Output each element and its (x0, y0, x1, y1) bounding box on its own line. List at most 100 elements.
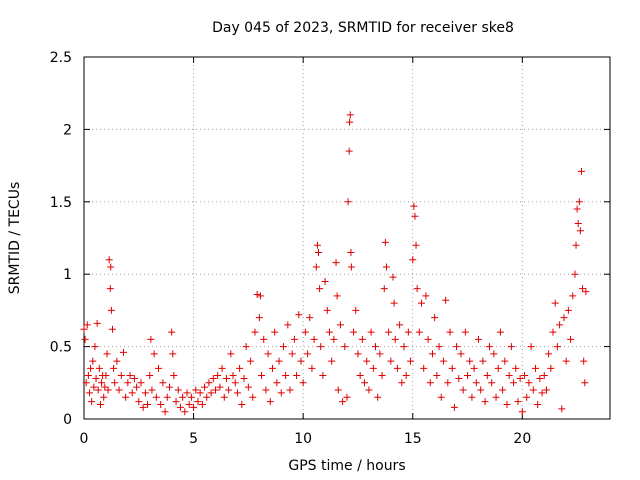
data-point (203, 393, 211, 401)
data-point (492, 393, 500, 401)
data-point (389, 273, 397, 281)
data-point (514, 398, 522, 406)
data-point (165, 383, 173, 391)
data-point (361, 379, 369, 387)
x-tick-label: 20 (513, 431, 531, 447)
data-point (356, 372, 364, 380)
data-point (564, 306, 572, 314)
data-point (312, 263, 320, 271)
data-point (418, 299, 426, 307)
data-point (409, 256, 417, 264)
y-axis-label: SRMTID / TECUs (7, 182, 23, 295)
data-point (490, 350, 498, 358)
data-point (253, 290, 261, 298)
data-point (521, 372, 529, 380)
data-point (174, 386, 182, 394)
data-point (290, 335, 298, 343)
data-point (576, 227, 584, 235)
data-point (90, 383, 98, 391)
data-point (187, 393, 195, 401)
data-point (196, 389, 204, 397)
data-point (448, 364, 456, 372)
x-tick-label: 10 (294, 431, 312, 447)
data-point (435, 343, 443, 351)
data-point (470, 364, 478, 372)
data-point (393, 364, 401, 372)
data-point (183, 389, 191, 397)
data-point (242, 343, 250, 351)
data-point (499, 386, 507, 394)
data-point (569, 292, 577, 300)
data-point (306, 314, 314, 322)
data-point (496, 328, 504, 336)
data-point (295, 311, 303, 319)
data-point (328, 357, 336, 365)
data-point (299, 379, 307, 387)
data-point (538, 389, 546, 397)
data-point (503, 401, 511, 409)
data-point (260, 335, 268, 343)
data-point (88, 398, 96, 406)
data-point (277, 389, 285, 397)
data-point (507, 343, 515, 351)
data-point (475, 335, 482, 343)
data-point (89, 357, 97, 365)
data-point (231, 379, 239, 387)
data-point (96, 401, 104, 409)
data-point (256, 292, 264, 300)
data-point (398, 379, 406, 387)
data-point (567, 335, 575, 343)
data-point (402, 372, 410, 380)
data-point (126, 372, 134, 380)
data-point (179, 393, 187, 401)
y-tick-label: 1.5 (50, 195, 72, 211)
chart-title: Day 045 of 2023, SRMTID for receiver ske… (212, 20, 514, 36)
data-point (346, 111, 354, 119)
data-point (407, 357, 415, 365)
data-point (313, 241, 321, 249)
data-point (457, 350, 465, 358)
data-point (346, 118, 354, 126)
data-point (483, 372, 491, 380)
data-point (336, 321, 344, 329)
data-point (194, 398, 202, 406)
data-point (494, 364, 502, 372)
data-point (319, 372, 327, 380)
data-point (485, 343, 493, 351)
data-point (279, 343, 287, 351)
data-point (562, 357, 570, 365)
data-point (148, 386, 156, 394)
data-point (91, 343, 99, 351)
data-point (477, 386, 485, 394)
data-point (365, 386, 373, 394)
y-tick-label: 0.5 (50, 340, 72, 356)
data-point (201, 383, 209, 391)
data-point (176, 403, 184, 411)
data-point (529, 386, 537, 394)
data-point (371, 343, 379, 351)
data-point (551, 299, 559, 307)
data-point (556, 321, 564, 329)
data-point (464, 372, 472, 380)
data-point (571, 270, 579, 278)
data-point (428, 350, 436, 358)
data-point (94, 386, 102, 394)
data-point (108, 325, 116, 333)
data-point (343, 393, 351, 401)
data-point (455, 374, 463, 382)
data-point (308, 364, 316, 372)
data-point (334, 386, 342, 394)
data-point (150, 350, 158, 358)
data-point (396, 321, 404, 329)
data-point (103, 350, 111, 358)
data-point (207, 389, 215, 397)
data-point (81, 335, 89, 343)
data-point (553, 343, 561, 351)
data-point (444, 379, 452, 387)
data-point (161, 408, 169, 416)
data-point (488, 379, 496, 387)
data-point (380, 285, 388, 293)
data-point (128, 389, 136, 397)
data-point (286, 386, 294, 394)
data-point (205, 379, 213, 387)
